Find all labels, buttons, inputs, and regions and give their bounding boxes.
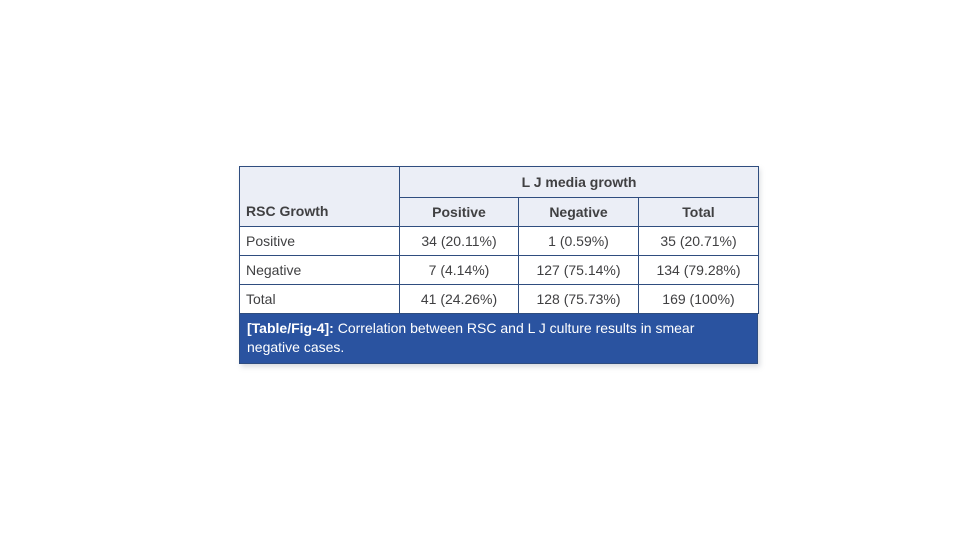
table-header-row-1: RSC Growth L J media growth [239, 166, 759, 227]
row-label-negative: Negative [239, 255, 400, 285]
figure-caption: [Table/Fig-4]: Correlation between RSC a… [239, 314, 758, 364]
table-header-row-2: Positive Negative Total [240, 197, 759, 227]
data-cell: 169 (100%) [638, 284, 759, 314]
row-label-positive: Positive [239, 226, 400, 256]
corner-header-rsc-growth: RSC Growth [239, 166, 400, 227]
col-header-positive: Positive [399, 197, 519, 227]
data-cell: 34 (20.11%) [399, 226, 519, 256]
table-row-positive: Positive 34 (20.11%) 1 (0.59%) 35 (20.71… [239, 226, 759, 256]
row-label-total: Total [239, 284, 400, 314]
data-cell: 127 (75.14%) [518, 255, 639, 285]
table-row-total: Total 41 (24.26%) 128 (75.73%) 169 (100%… [239, 284, 759, 314]
col-header-total: Total [638, 197, 759, 227]
data-cell: 128 (75.73%) [518, 284, 639, 314]
data-cell: 1 (0.59%) [518, 226, 639, 256]
col-header-negative: Negative [518, 197, 639, 227]
data-cell: 35 (20.71%) [638, 226, 759, 256]
figure-caption-label: [Table/Fig-4]: [247, 320, 334, 336]
data-cell: 7 (4.14%) [399, 255, 519, 285]
span-header-lj-media-growth: L J media growth [399, 166, 759, 198]
data-cell: 134 (79.28%) [638, 255, 759, 285]
table-row-negative: Negative 7 (4.14%) 127 (75.14%) 134 (79.… [239, 255, 759, 285]
figure-caption-text: Correlation between RSC and L J culture … [247, 320, 695, 355]
correlation-table: RSC Growth L J media growth Positive Neg… [239, 166, 759, 314]
data-cell: 41 (24.26%) [399, 284, 519, 314]
table-figure: RSC Growth L J media growth Positive Neg… [239, 166, 759, 364]
